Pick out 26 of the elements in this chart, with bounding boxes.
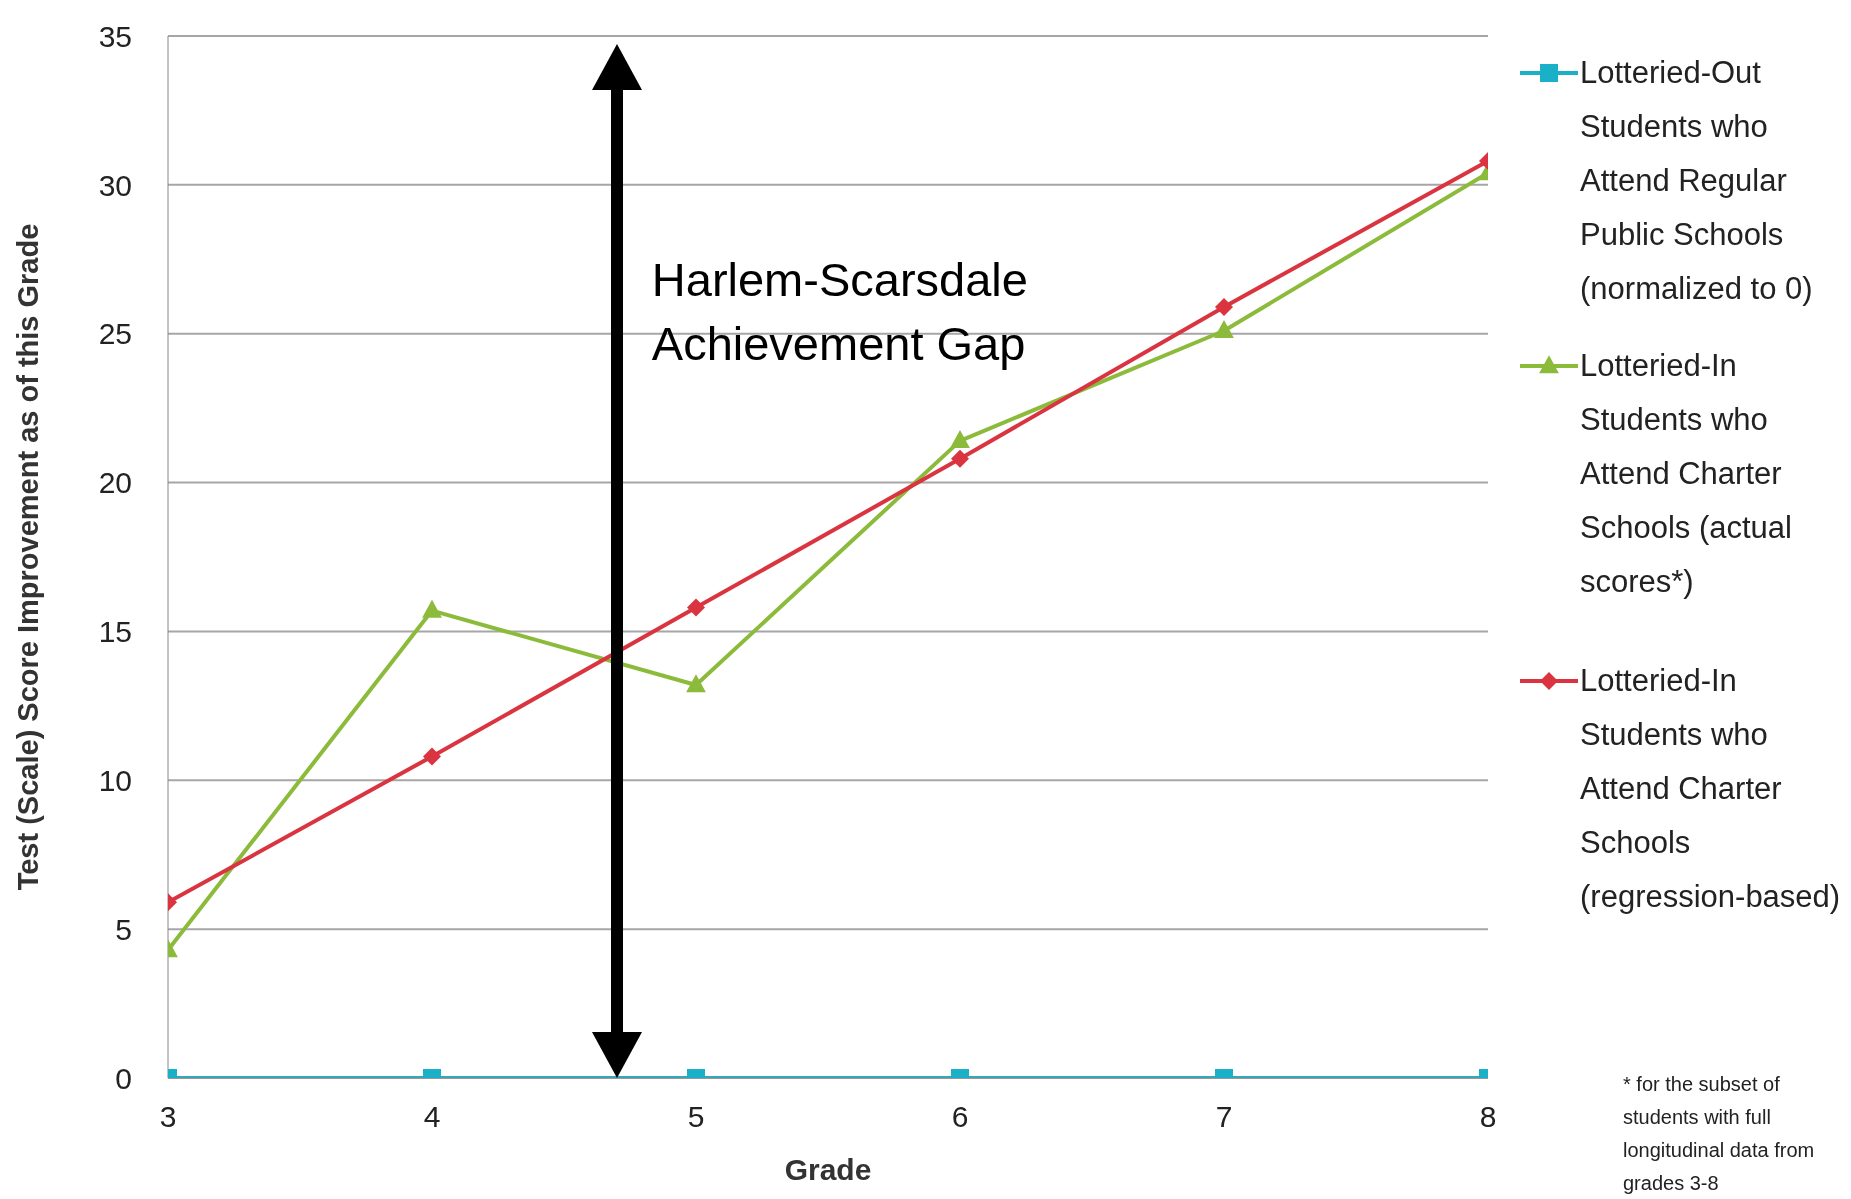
y-tick-label: 25 bbox=[98, 317, 132, 351]
y-tick-label: 10 bbox=[98, 763, 132, 797]
point bbox=[951, 449, 969, 468]
x-tick-label: 5 bbox=[687, 1100, 705, 1134]
y-tick-label: 0 bbox=[115, 1061, 132, 1095]
y-tick-label: 5 bbox=[115, 912, 132, 946]
legend-label: Lotteried-Out Students who Attend Regular Public Schools (normalized to 0) bbox=[1580, 54, 1814, 308]
y-tick-label: 30 bbox=[98, 168, 132, 202]
legend-label: Lotteried-In Students who Attend Charter Schools (actual scores*) bbox=[1580, 347, 1793, 601]
x-tick-label: 7 bbox=[1215, 1100, 1233, 1134]
x-tick-label: 3 bbox=[159, 1100, 177, 1134]
x-axis-title: Grade bbox=[784, 1153, 872, 1186]
y-tick-label: 20 bbox=[98, 466, 132, 500]
point bbox=[687, 598, 705, 617]
x-tick-label: 4 bbox=[423, 1100, 441, 1134]
x-tick-label: 6 bbox=[951, 1100, 969, 1134]
y-tick-label: 15 bbox=[98, 615, 132, 649]
text: * for the subset of students with full longitudinal data from grades 3-8 bbox=[1623, 1072, 1816, 1196]
point bbox=[686, 674, 706, 693]
y-axis-title: Test (Scale) Score Improvement as of this Grade bbox=[12, 223, 45, 891]
point bbox=[950, 430, 970, 449]
legend-label: Lotteried-In Students who Attend Charter Schools (regression-based) bbox=[1580, 662, 1842, 916]
x-tick-label: 8 bbox=[1479, 1100, 1497, 1134]
annotation: Harlem-Scarsdale Achievement Gap bbox=[651, 252, 1029, 372]
y-tick-label: 35 bbox=[98, 19, 132, 53]
point bbox=[422, 599, 442, 618]
